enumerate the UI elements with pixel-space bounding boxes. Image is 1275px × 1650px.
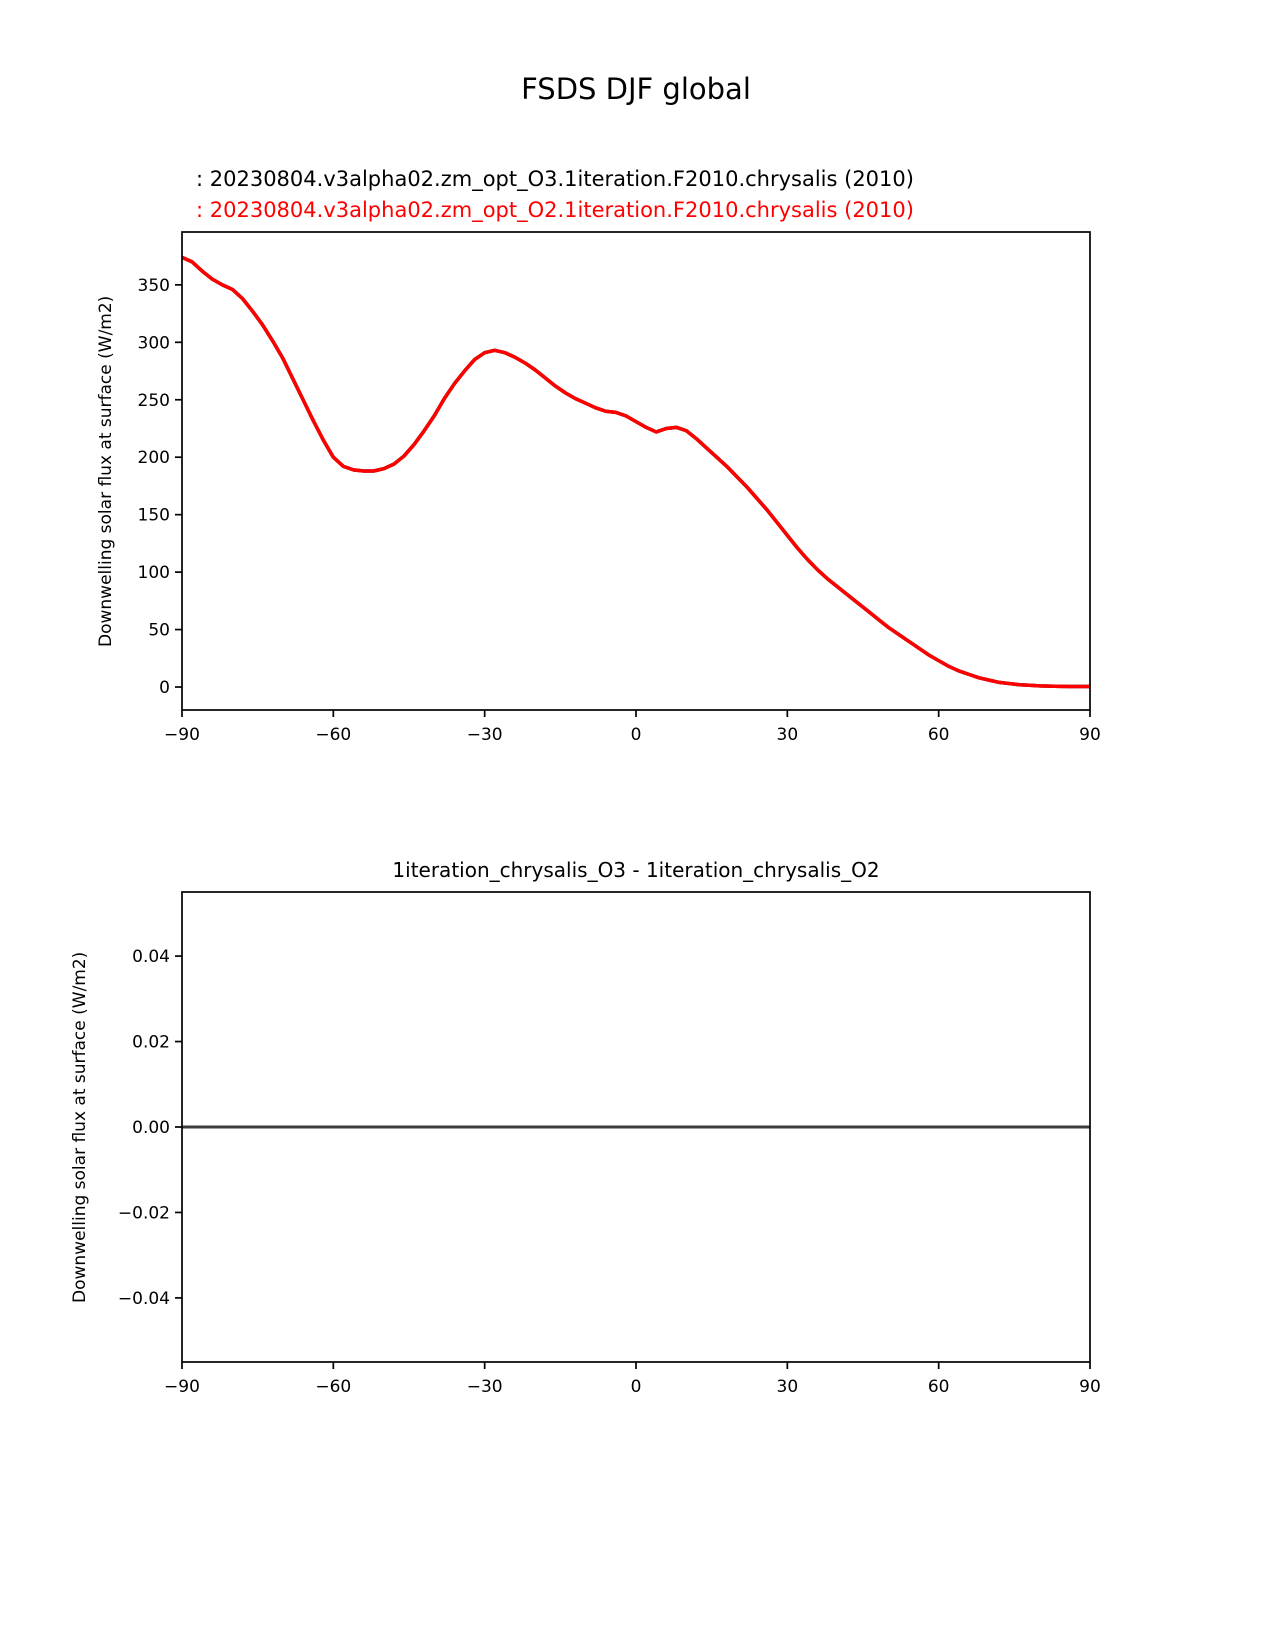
x-tick-label: −90 — [164, 725, 200, 745]
legend-entry-o3: : 20230804.v3alpha02.zm_opt_O3.1iteratio… — [196, 167, 914, 191]
y-tick-label: −0.04 — [118, 1289, 170, 1309]
chart-0-series — [182, 255, 1090, 689]
x-tick-label: −60 — [315, 725, 351, 745]
y-tick-label: 300 — [138, 333, 170, 353]
x-tick-label: 90 — [1079, 725, 1101, 745]
y-tick-label: 50 — [148, 621, 170, 641]
axes-frame — [181, 231, 1091, 711]
legend-entry-o2: : 20230804.v3alpha02.zm_opt_O2.1iteratio… — [196, 198, 914, 222]
y-tick-label: 100 — [138, 563, 170, 583]
y-tick-label: 0.02 — [132, 1033, 170, 1053]
x-tick-label: −30 — [467, 1377, 503, 1397]
x-tick-label: 0 — [631, 1377, 642, 1397]
legend: : 20230804.v3alpha02.zm_opt_O3.1iteratio… — [196, 164, 914, 226]
series-line — [182, 255, 1090, 689]
y-tick-label: −0.02 — [118, 1203, 170, 1223]
series-line — [182, 255, 1090, 689]
y-tick-label: 150 — [138, 506, 170, 526]
x-tick-label: 90 — [1079, 1377, 1101, 1397]
x-tick-label: 30 — [777, 725, 799, 745]
x-tick-label: 0 — [631, 725, 642, 745]
x-tick-label: −60 — [315, 1377, 351, 1397]
x-tick-label: 60 — [928, 1377, 950, 1397]
y-tick-label: 350 — [138, 276, 170, 296]
y-tick-label: 0 — [159, 678, 170, 698]
bottom-chart-title: 1iteration_chrysalis_O3 - 1iteration_chr… — [392, 858, 880, 882]
x-tick-label: 60 — [928, 725, 950, 745]
y-tick-label: 0.00 — [132, 1118, 170, 1138]
y-tick-label: 250 — [138, 391, 170, 411]
figure-title: FSDS DJF global — [521, 72, 751, 106]
x-tick-label: −90 — [164, 1377, 200, 1397]
y-tick-label: 0.04 — [132, 947, 170, 967]
x-tick-label: 30 — [777, 1377, 799, 1397]
y-tick-label: 200 — [138, 448, 170, 468]
x-tick-label: −30 — [467, 725, 503, 745]
